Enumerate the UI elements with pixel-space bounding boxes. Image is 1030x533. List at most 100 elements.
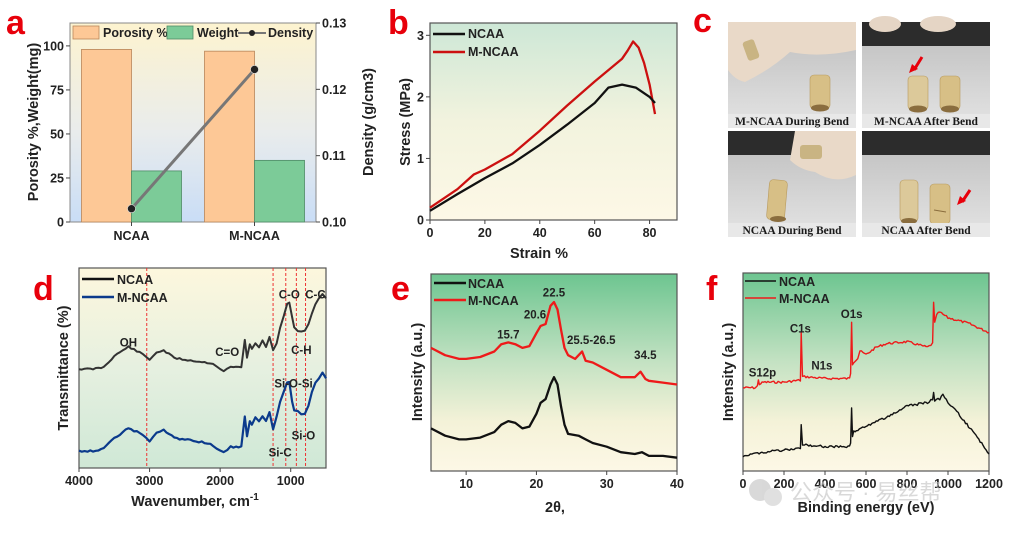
x-axis-label: 2θ, [545, 500, 565, 516]
peak-annotation: C-O [279, 289, 300, 301]
finger [920, 16, 956, 32]
tube-opening [811, 104, 829, 112]
legend-swatch-porosity [72, 25, 100, 40]
panel-letter-e: e [391, 270, 410, 308]
sample-tube [899, 179, 919, 223]
peak-annotation: Si-O-Si [274, 379, 312, 391]
sample-tube [800, 145, 822, 159]
peak-annotation: C-C [305, 289, 325, 301]
series-line-ncaa [742, 391, 990, 458]
legend-label-m-ncaa: M-NCAA [468, 294, 519, 308]
peak-annotation: C1s [790, 324, 811, 336]
legend-label-porosity: Porosity % [103, 26, 168, 40]
x-tick-label: 200 [774, 477, 795, 491]
caption-band [862, 223, 990, 237]
legend-swatch-weight [166, 25, 194, 40]
series-line-m-ncaa [78, 371, 327, 454]
finger [869, 16, 901, 32]
y-tick-label: 3 [417, 29, 424, 43]
photo-m-ncaa-after-bend: M-NCAA After Bend [862, 16, 990, 128]
legend-label-ncaa: NCAA [117, 273, 153, 287]
x-tick-label: 20 [529, 477, 543, 491]
y-axis-label-left: Porosity %,Weight(mg) [26, 43, 42, 202]
legend-marker-density [249, 30, 255, 36]
photo-caption: NCAA After Bend [881, 225, 971, 237]
panel-letter-d: d [33, 270, 54, 308]
y-tick-label: 25 [50, 171, 64, 185]
x-tick-label: 40 [533, 226, 547, 240]
peak-annotation: Si-C [269, 447, 292, 459]
series-line-ncaa [429, 83, 656, 212]
y-tick-label-right: 0.13 [322, 17, 346, 31]
panel-e-xrd-chart: 15.720.622.525.5-26.534.5 10 20 30 40 NCAA … [410, 273, 684, 516]
plot-frame [742, 272, 990, 472]
density-line [130, 68, 256, 210]
peak-annotation: 25.5-26.5 [567, 335, 616, 347]
panel-c-bending-photos: M-NCAA During Bend M-NCAA After Bend NCA… [728, 16, 990, 237]
sample-tube [907, 75, 929, 111]
panel-letter-b: b [388, 4, 409, 42]
x-tick-label: 4000 [65, 474, 93, 488]
x-axis-label: Wavenumber, cm-1 [131, 492, 259, 510]
sample-tube [939, 75, 961, 111]
series-line-m-ncaa [429, 40, 657, 209]
sample-tube [742, 39, 760, 61]
peak-annotation: O1s [841, 309, 863, 321]
y-tick-label: 1 [417, 152, 424, 166]
watermark: 公众号 · 易丝帮 [749, 479, 942, 506]
peak-annotation: 15.7 [497, 330, 519, 342]
y-axis-label-right: Density (g/cm3) [361, 68, 377, 176]
legend-label-m-ncaa: M-NCAA [117, 291, 168, 305]
x-category-label: M-NCAA [229, 229, 280, 243]
x-tick-label: 40 [670, 477, 684, 491]
sample-tube [766, 179, 788, 221]
x-tick-label: 1000 [934, 477, 962, 491]
caption-band [728, 114, 856, 128]
series-line-m-ncaa [742, 301, 990, 390]
peak-annotation: OH [120, 338, 137, 350]
x-tick-label: 2000 [206, 474, 234, 488]
x-axis-label: Binding energy (eV) [798, 500, 935, 516]
y-tick-label: 100 [43, 39, 64, 53]
y-tick-label: 75 [50, 83, 64, 97]
tube-opening [909, 105, 927, 113]
caption-band [728, 223, 856, 237]
photo-ncaa-during-bend: NCAA During Bend [728, 131, 856, 237]
x-tick-label: 0 [740, 477, 747, 491]
x-tick-label: 60 [588, 226, 602, 240]
panel-letter-f: f [706, 270, 718, 308]
gloved-hand [790, 131, 856, 180]
y-tick-label: 0 [417, 214, 424, 228]
y-tick-label: 2 [417, 90, 424, 104]
caption-band [862, 114, 990, 128]
density-point [127, 204, 136, 214]
legend-label-m-ncaa: M-NCAA [779, 292, 830, 306]
x-tick-label: 1000 [277, 474, 305, 488]
series-line-m-ncaa [430, 300, 678, 386]
panel-letter-a: a [6, 4, 26, 42]
gloved-hand [728, 22, 856, 82]
y-tick-label-right: 0.11 [322, 149, 346, 163]
x-tick-label: 80 [643, 226, 657, 240]
bar-weight [254, 159, 305, 223]
legend-label-ncaa: NCAA [779, 275, 815, 289]
peak-annotation: S12p [749, 368, 777, 380]
x-axis-label: Strain % [510, 246, 568, 262]
x-tick-label: 30 [600, 477, 614, 491]
red-arrow-head [909, 64, 918, 73]
panel-letter-c: c [693, 2, 712, 40]
x-tick-label: 10 [459, 477, 473, 491]
tube-opening [770, 216, 786, 222]
x-tick-label: 0 [427, 226, 434, 240]
peak-annotation: 20.6 [524, 310, 546, 322]
panel-f-xps-chart: S12p C1s N1s O1s 0 200 400 600 800 1000 1200 NCAA… [721, 272, 1003, 516]
x-axis-label-text: Wavenumber, cm [131, 494, 250, 510]
peak-annotation: 34.5 [634, 350, 657, 362]
y-axis-label: Transmittance (%) [56, 305, 72, 430]
tube-opening [941, 105, 959, 113]
wechat-icon-bubble [764, 488, 782, 506]
peak-annotation: C-H [291, 345, 311, 357]
x-category-label: NCAA [113, 229, 149, 243]
peak-annotation: 22.5 [543, 288, 566, 300]
